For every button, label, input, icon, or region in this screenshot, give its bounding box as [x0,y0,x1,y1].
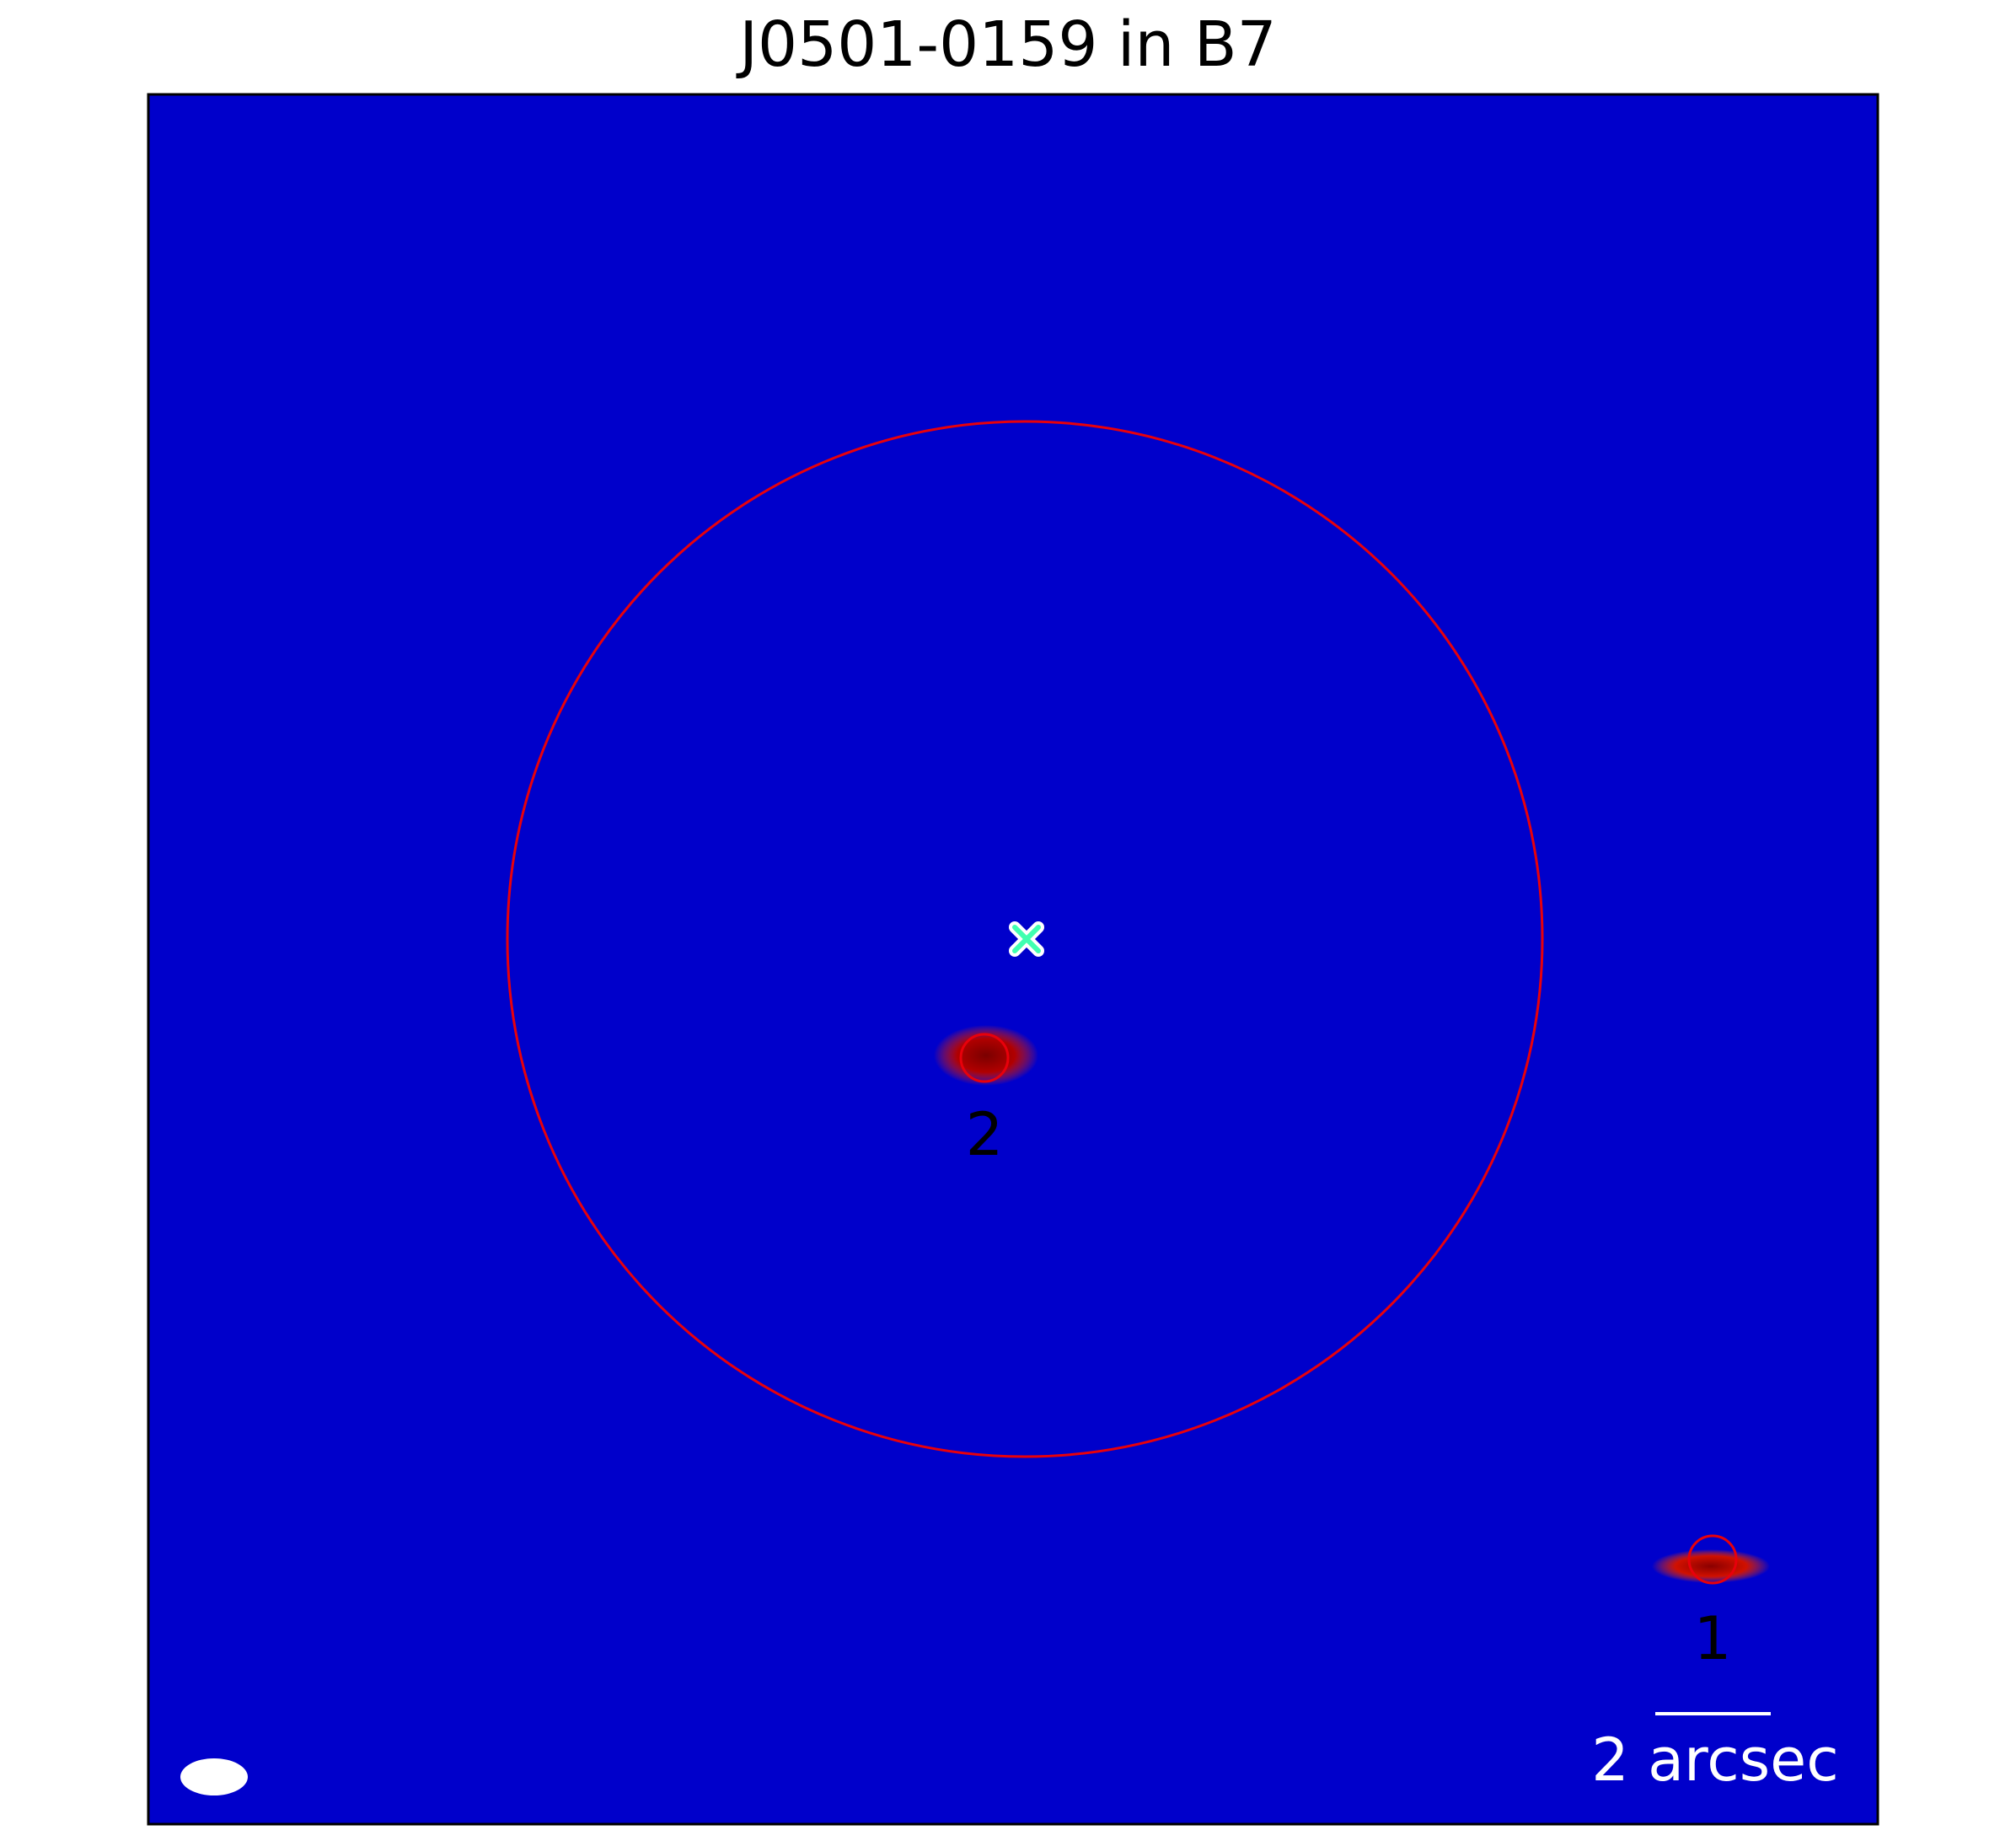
source-1-label: 1 [1694,1604,1732,1673]
source-1-circle [1687,1534,1738,1585]
primary-beam-circle [506,420,1544,1458]
figure-title: J0501-0159 in B7 [739,8,1277,81]
plot-frame [147,93,1879,1826]
scalebar-label: 2 arcsec [1591,1726,1838,1795]
source-2-label: 2 [966,1100,1004,1169]
source-2-circle [959,1033,1010,1083]
source-1-emission [1652,1549,1770,1583]
jet-colormap-image [148,94,1878,1824]
source-2-emission [934,1025,1038,1086]
x-marker-icon [1009,921,1044,957]
beam-ellipse-icon [180,1758,248,1795]
